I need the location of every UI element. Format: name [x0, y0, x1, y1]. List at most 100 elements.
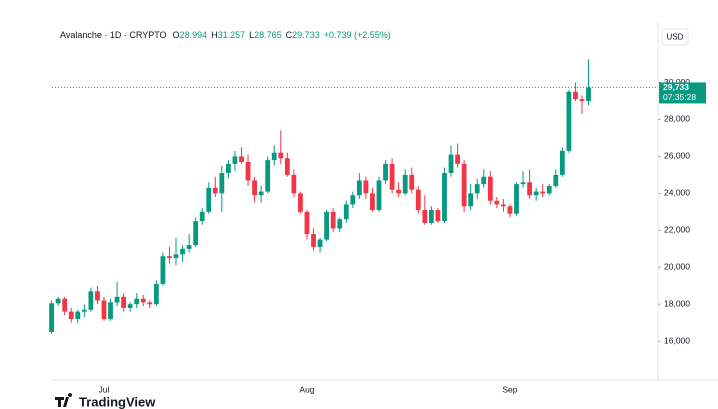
candle-body [573, 91, 578, 100]
candle-body [487, 176, 493, 201]
candle-body [370, 193, 375, 210]
candle-body [298, 193, 303, 212]
brand-logo [55, 393, 73, 407]
candle-body [232, 156, 238, 164]
y-tick-label: 28,000 [664, 114, 690, 124]
last-price-label: 29,733 [663, 82, 689, 92]
brand: TradingView [79, 394, 156, 409]
candle-body [252, 180, 257, 196]
candle-body [455, 154, 460, 164]
candle-body [62, 298, 68, 312]
candle-body [501, 204, 506, 207]
candle-body [258, 191, 264, 196]
candle-body [180, 248, 185, 255]
candle-body [356, 180, 362, 196]
candle-body [167, 256, 172, 259]
ohlc-label: H [211, 30, 218, 40]
y-tick-label: 20,000 [664, 262, 690, 272]
x-tick-label: Aug [299, 384, 314, 394]
candle-body [337, 219, 343, 229]
candle-body [311, 234, 316, 247]
candle-body [343, 204, 349, 220]
candle-body [559, 150, 565, 175]
candle-body [376, 180, 382, 210]
candle-body [409, 174, 415, 190]
candle-body [140, 298, 146, 303]
y-tick-label: 24,000 [664, 188, 690, 198]
candle-body [88, 291, 94, 310]
candle-body [186, 245, 192, 249]
candle-body [586, 87, 591, 102]
candle-body [435, 210, 441, 222]
ohlc-value: 28.765 [254, 30, 282, 40]
candle-body [206, 187, 212, 212]
candle-body [507, 206, 513, 214]
candle-body [291, 174, 297, 194]
candle-body [75, 311, 81, 320]
candle-body [428, 210, 434, 223]
candle-body [193, 221, 199, 246]
candle-body [363, 180, 369, 194]
candle-body [304, 211, 310, 235]
candle-body [527, 182, 533, 196]
candle-body [153, 283, 159, 305]
candle-body [383, 163, 388, 181]
candle-body [108, 302, 113, 320]
candle-body [422, 210, 428, 223]
candle-body [468, 193, 474, 207]
candle-body [402, 174, 408, 194]
candle-body [212, 187, 218, 194]
candle-body [533, 191, 539, 196]
candle-body [389, 163, 395, 190]
ohlc-value: 31.257 [218, 30, 246, 40]
candle-body [494, 200, 500, 205]
x-tick-label: Jul [99, 384, 110, 394]
ohlc-label: O [173, 30, 180, 40]
y-tick-label: 16,000 [664, 335, 690, 345]
candle-body [278, 152, 284, 159]
candle-body [147, 302, 153, 305]
candle-body [271, 152, 277, 161]
candle-body [173, 254, 179, 259]
candle-body [245, 161, 251, 181]
candle-body [160, 256, 166, 284]
candle-body [448, 154, 454, 174]
candle-body [396, 189, 402, 194]
candle-body [474, 184, 480, 194]
change: +0.739 (+2.55%) [324, 30, 391, 40]
candle-body [350, 195, 356, 205]
candle-body [95, 291, 100, 301]
ohlc-value: 29.733 [292, 30, 320, 40]
candle-body [566, 91, 572, 151]
candle-body [330, 211, 336, 229]
candle-body [114, 296, 120, 303]
candle-body [442, 173, 447, 222]
last-price-box [659, 82, 706, 104]
y-tick-label: 26,000 [664, 151, 690, 161]
candle-body [265, 160, 271, 192]
currency-button[interactable] [661, 28, 689, 46]
y-tick-label: 30,000 [664, 77, 690, 87]
candle-body [68, 311, 74, 320]
candle-body [199, 211, 205, 222]
currency: USD [667, 33, 684, 42]
candle-body [134, 298, 140, 305]
y-tick-label: 22,000 [664, 225, 690, 235]
ohlc-value: 28.994 [180, 30, 208, 40]
candle-body [284, 158, 290, 175]
candle-body [324, 211, 330, 240]
candle-body [579, 99, 585, 102]
candle-body [55, 298, 61, 304]
candle-body [514, 184, 519, 214]
candle-body [121, 296, 127, 308]
ohlc-label: C [286, 30, 293, 40]
candle-body [317, 239, 323, 247]
candle-body [219, 173, 225, 194]
ohlc-label: L [249, 30, 254, 40]
candle-body [127, 304, 133, 308]
candle-body [520, 182, 526, 185]
header: Avalanche · 1D · CRYPTO O28.994 H31.257 L28… [60, 30, 391, 40]
candle-body [540, 191, 546, 194]
